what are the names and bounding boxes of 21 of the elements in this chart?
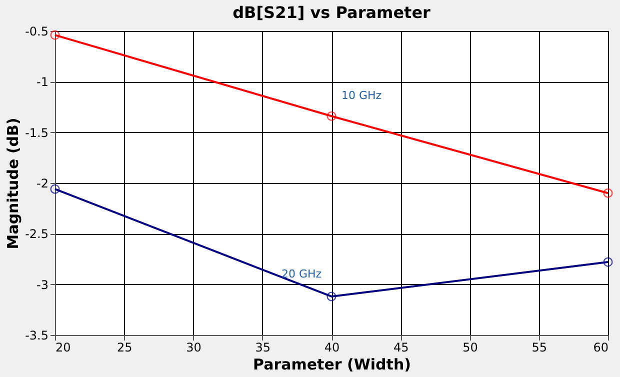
x-tick-label: 60 — [593, 340, 608, 354]
x-axis-title: Parameter (Width) — [253, 356, 411, 374]
y-tick-label: -2 — [36, 176, 48, 190]
y-tick-label: -3 — [36, 278, 48, 292]
x-tick-label: 50 — [462, 340, 478, 354]
x-tick-label: 45 — [393, 340, 409, 354]
x-tick-label: 55 — [532, 340, 548, 354]
x-tick-label: 35 — [255, 340, 271, 354]
x-tick-label: 25 — [116, 340, 132, 354]
y-tick-label: -0.5 — [25, 24, 48, 38]
annotation: 20 GHz — [282, 267, 322, 280]
y-tick-label: -3.5 — [25, 328, 48, 342]
y-tick-label: -1.5 — [25, 126, 48, 140]
chart-title: dB[S21] vs Parameter — [232, 3, 431, 22]
x-tick-label: 30 — [186, 340, 202, 354]
y-tick-label: -2.5 — [25, 227, 48, 242]
x-tick-label: 20 — [56, 340, 71, 354]
y-axis-title: Magnitude (dB) — [4, 118, 22, 250]
x-tick-label: 40 — [324, 340, 340, 354]
y-tick-label: -1 — [36, 75, 48, 90]
annotation: 10 GHz — [342, 89, 382, 102]
